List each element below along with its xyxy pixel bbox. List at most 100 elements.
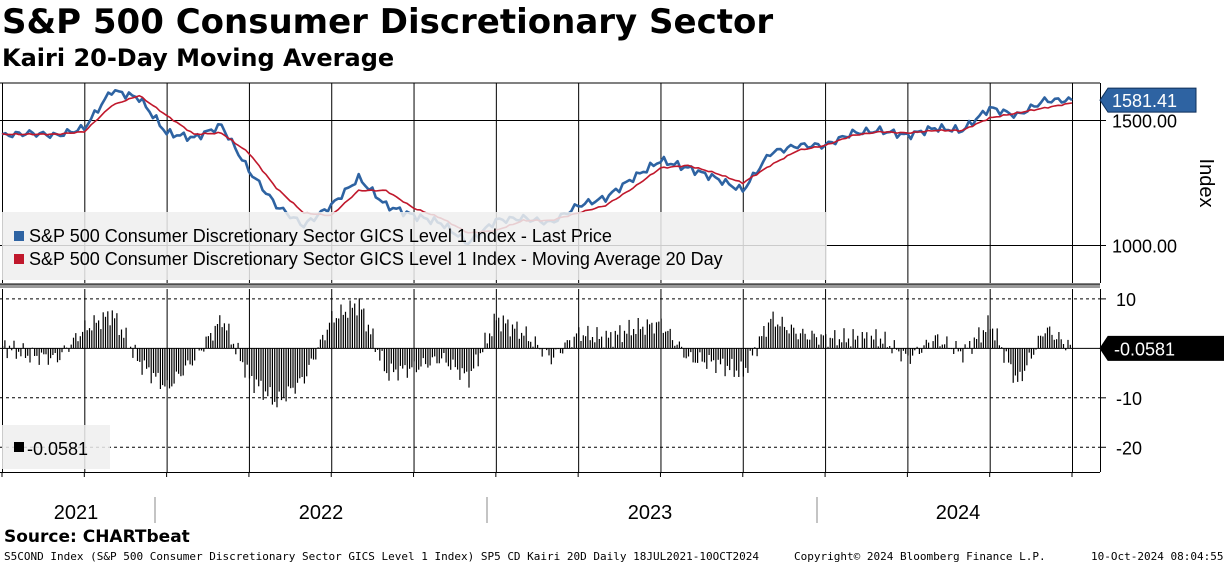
- kairi-bar: [6, 348, 8, 359]
- kairi-bar: [482, 348, 484, 353]
- kairi-bar: [232, 343, 235, 349]
- kairi-bar: [751, 348, 754, 356]
- kairi-bar: [20, 348, 22, 357]
- kairi-bar: [978, 327, 980, 349]
- kairi-bar: [347, 317, 349, 349]
- kairi-bar: [802, 328, 804, 349]
- kairi-bar: [724, 348, 726, 377]
- kairi-bar: [937, 334, 939, 349]
- kairi-bar: [633, 329, 635, 349]
- legend-swatch-last-price: [14, 231, 24, 241]
- x-tick-label: 2023: [628, 502, 673, 524]
- kairi-bar: [614, 330, 616, 349]
- kairi-bar: [861, 332, 863, 349]
- chart-subtitle: Kairi 20-Day Moving Average: [2, 44, 395, 72]
- kairi-bar: [340, 304, 342, 349]
- kairi-bar: [210, 333, 212, 349]
- y-axis-title: Index: [1195, 159, 1217, 208]
- kairi-bar: [420, 348, 422, 367]
- kairi-bar: [322, 334, 324, 349]
- kairi-bar: [100, 329, 102, 349]
- kairi-bar: [813, 333, 815, 349]
- kairi-bar: [175, 348, 177, 372]
- kairi-bar: [585, 336, 587, 349]
- kairi-bar: [207, 336, 209, 349]
- kairi-bar: [43, 348, 45, 355]
- kairi-bar: [146, 348, 148, 369]
- kairi-bar: [162, 348, 164, 386]
- kairi-bar: [498, 317, 500, 349]
- kairi-bar: [159, 348, 161, 389]
- kairi-bar: [104, 316, 107, 349]
- kairi-bar: [338, 318, 340, 349]
- kairi-bar: [957, 348, 959, 352]
- kairi-bar: [772, 311, 774, 349]
- kairi-bar: [171, 348, 173, 387]
- kairi-bar: [537, 344, 539, 349]
- kairi-bar: [948, 348, 950, 349]
- kairi-bar: [708, 348, 710, 355]
- kairi-bar: [239, 348, 241, 362]
- kairi-bar: [1069, 344, 1071, 349]
- kairi-bar: [264, 348, 267, 392]
- kairi-bar: [623, 330, 626, 349]
- kairi-bar: [1049, 326, 1051, 349]
- kairi-bar: [274, 348, 276, 402]
- x-tick-label: 2021: [54, 502, 99, 524]
- kairi-bar: [139, 348, 141, 362]
- kairi-bar: [200, 348, 203, 351]
- kairi-bar: [909, 348, 911, 364]
- kairi-bar: [857, 335, 859, 349]
- kairi-bar: [191, 348, 193, 366]
- kairi-bar: [230, 344, 232, 349]
- kairi-bar: [726, 348, 728, 366]
- legend-label-last-price: S&P 500 Consumer Discretionary Sector GI…: [29, 226, 612, 246]
- kairi-bar: [306, 348, 308, 377]
- kairi-bar: [955, 341, 957, 349]
- kairi-bar: [461, 348, 463, 369]
- footer-description: S5COND Index (S&P 500 Consumer Discretio…: [4, 550, 759, 563]
- kairi-bar: [852, 329, 854, 349]
- kairi-bar: [809, 339, 811, 349]
- kairi-bar: [559, 348, 562, 354]
- kairi-bar: [548, 348, 550, 356]
- kairi-bar: [546, 348, 548, 351]
- kairi-bar: [189, 348, 191, 365]
- kairi-bar: [361, 309, 363, 349]
- kairi-bar: [877, 346, 879, 349]
- kairi-bar: [280, 348, 283, 401]
- kairi-bar: [409, 348, 411, 369]
- kairi-bar: [793, 327, 795, 349]
- kairi-bar: [964, 344, 966, 349]
- kairi-bar: [521, 332, 523, 349]
- y-tick-label: -10: [1116, 389, 1142, 409]
- kairi-bar: [932, 341, 934, 349]
- kairi-bar: [301, 348, 303, 377]
- kairi-bar: [900, 348, 902, 362]
- kairi-bar: [550, 348, 552, 365]
- kairi-bar: [553, 348, 555, 358]
- kairi-bar: [365, 331, 367, 349]
- kairi-bar: [390, 348, 392, 364]
- kairi-bar: [308, 348, 310, 365]
- kairi-bar: [143, 348, 145, 361]
- kairi-bar: [731, 348, 733, 359]
- kairi-bar: [630, 335, 632, 349]
- kairi-bar: [523, 335, 525, 349]
- kairi-bar: [114, 318, 116, 349]
- kairi-legend-swatch: [14, 442, 24, 452]
- kairi-bar: [863, 338, 866, 349]
- kairi-bar: [82, 331, 84, 349]
- kairi-bar: [687, 348, 690, 357]
- kairi-bar: [404, 348, 406, 366]
- kairi-bar: [397, 348, 399, 381]
- kairi-bar: [971, 348, 973, 354]
- kairi-bar: [946, 336, 948, 349]
- kairi-bar: [987, 315, 989, 349]
- kairi-bar: [223, 323, 225, 349]
- kairi-bar: [996, 328, 998, 349]
- kairi-bar: [38, 348, 40, 365]
- kairi-bar: [1030, 348, 1032, 359]
- kairi-bar: [454, 348, 456, 368]
- kairi-bar: [370, 334, 372, 349]
